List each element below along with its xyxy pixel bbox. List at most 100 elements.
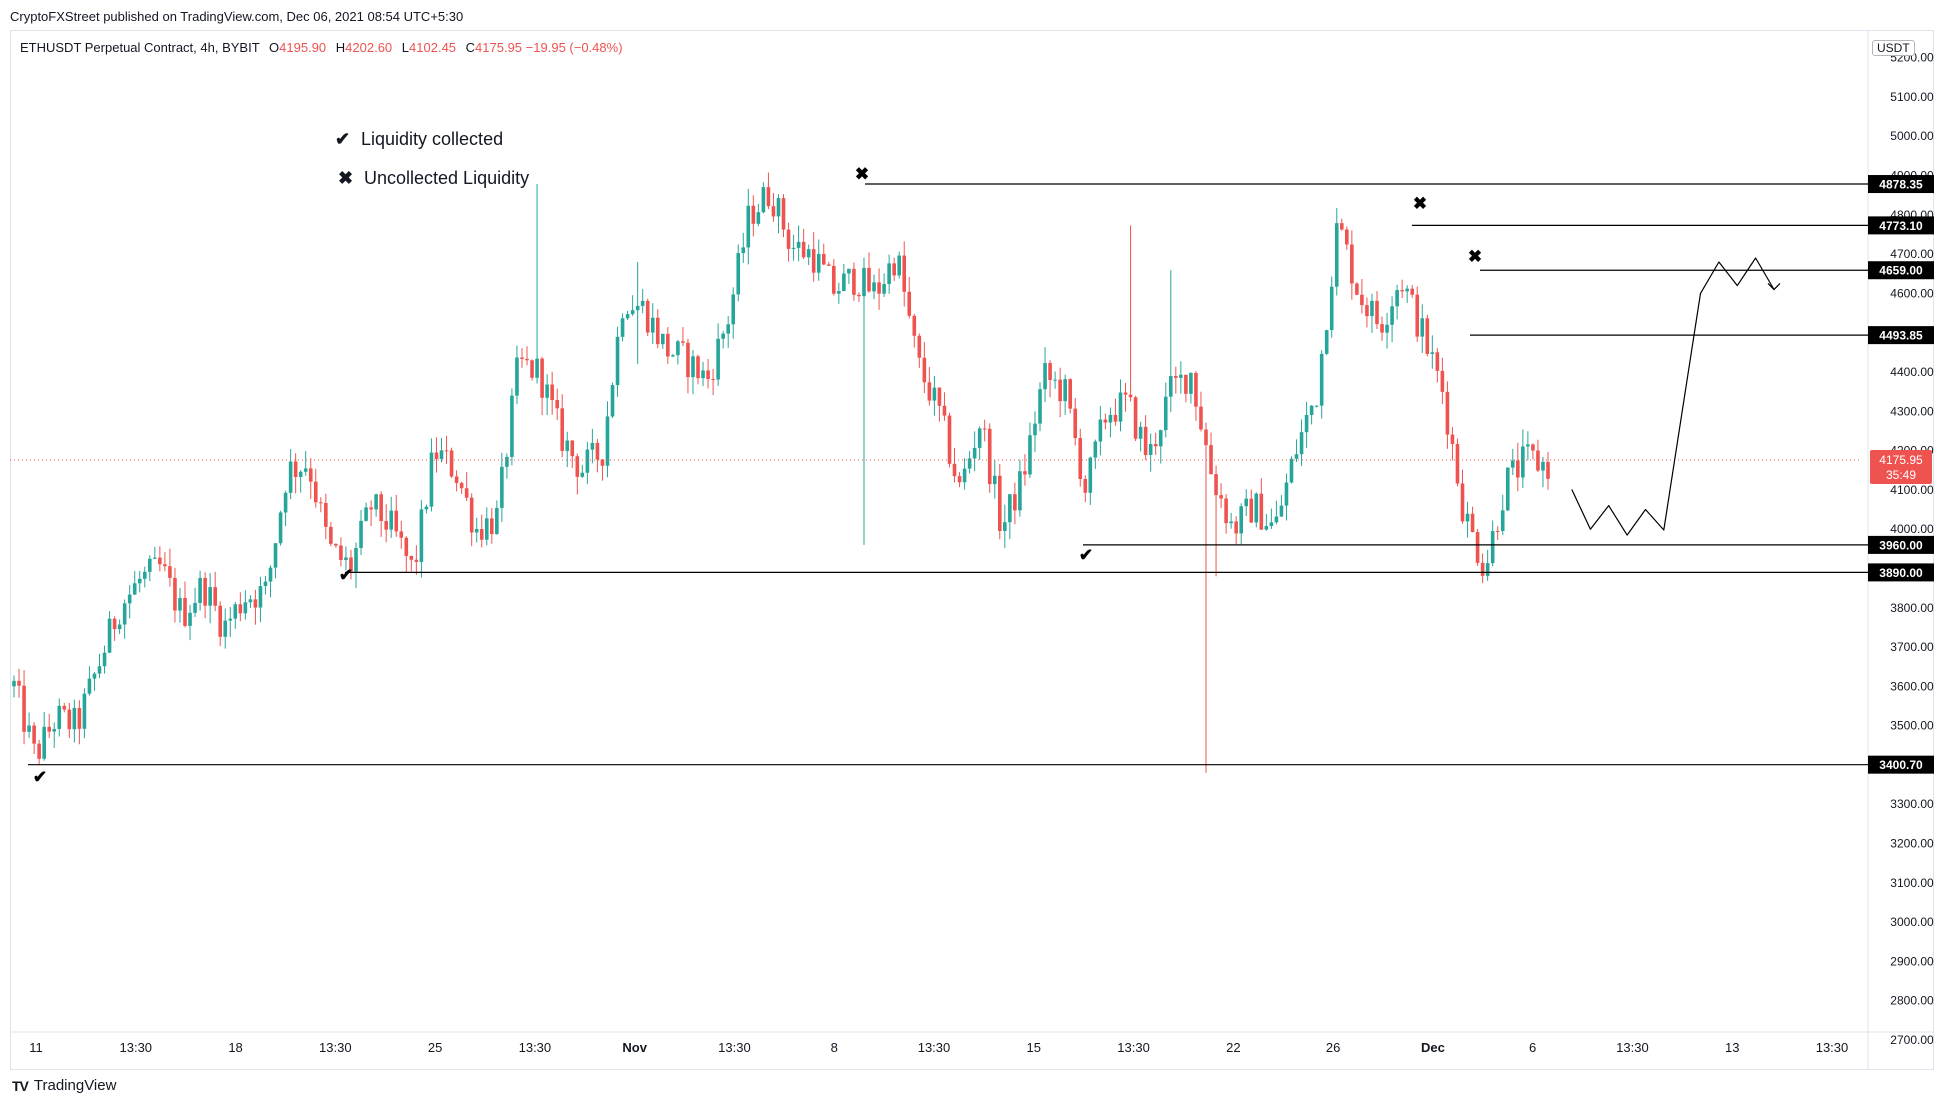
candle-body bbox=[344, 557, 348, 560]
candle-body bbox=[137, 578, 142, 584]
x-tick-label: 11 bbox=[29, 1040, 43, 1055]
candle-body bbox=[1003, 522, 1007, 532]
currency-button[interactable]: USDT bbox=[1872, 40, 1915, 56]
tradingview-logo[interactable]: TV TradingView bbox=[12, 1077, 116, 1094]
candle-body bbox=[208, 587, 212, 606]
candle-body bbox=[555, 399, 559, 409]
candle-body bbox=[997, 475, 1002, 532]
candle-body bbox=[847, 268, 851, 274]
level-price-badge bbox=[1868, 175, 1934, 194]
candle-body bbox=[1143, 426, 1148, 456]
check-icon: ✔ bbox=[335, 129, 351, 149]
candle-body bbox=[1103, 419, 1108, 423]
candle-body bbox=[1018, 471, 1022, 511]
x-tick-label: 13:30 bbox=[319, 1040, 352, 1055]
low-value: 4102.45 bbox=[409, 40, 457, 55]
candle-body bbox=[47, 726, 52, 732]
candle-body bbox=[37, 743, 41, 759]
candle-body bbox=[1329, 286, 1334, 331]
candle-body bbox=[640, 300, 645, 306]
candle-body bbox=[233, 604, 238, 619]
candle-body bbox=[117, 624, 122, 630]
candle-body bbox=[1093, 441, 1098, 458]
candle-body bbox=[168, 566, 172, 578]
low-label: L bbox=[401, 40, 410, 55]
candle-body bbox=[1395, 290, 1399, 307]
candle-body bbox=[1521, 446, 1525, 478]
candle-body bbox=[339, 545, 343, 560]
candle-body bbox=[811, 249, 816, 273]
candle-body bbox=[1008, 494, 1012, 523]
candle-body bbox=[967, 458, 972, 469]
candle-body bbox=[1133, 397, 1138, 439]
candle-body bbox=[258, 586, 263, 608]
candle-body bbox=[1249, 498, 1254, 523]
y-tick-label: 4600.00 bbox=[1890, 286, 1934, 300]
x-tick-label: Dec bbox=[1421, 1040, 1445, 1055]
candle-body bbox=[645, 300, 650, 333]
candle-body bbox=[459, 482, 464, 489]
candle-body bbox=[600, 459, 605, 466]
candle-body bbox=[394, 510, 399, 532]
candle-body bbox=[283, 492, 288, 513]
candle-body bbox=[982, 428, 987, 430]
candle-body bbox=[213, 587, 217, 606]
candle-body bbox=[319, 502, 323, 504]
candle-body bbox=[671, 355, 675, 357]
candle-body bbox=[977, 428, 982, 448]
symbol-header[interactable]: ETHUSDT Perpetual Contract, 4h, BYBIT O4… bbox=[20, 40, 623, 55]
candle-body bbox=[716, 338, 720, 380]
projection-path bbox=[1571, 257, 1775, 536]
candle-body bbox=[1199, 406, 1203, 430]
candle-body bbox=[1113, 414, 1118, 422]
candle-body bbox=[816, 253, 821, 273]
candle-body bbox=[278, 512, 283, 544]
candle-body bbox=[927, 382, 932, 401]
candle-body bbox=[1375, 300, 1379, 325]
candle-body bbox=[1345, 229, 1349, 245]
x-tick-label: 13:30 bbox=[120, 1040, 153, 1055]
candle-body bbox=[1168, 376, 1173, 397]
candle-body bbox=[625, 314, 630, 319]
candle-body bbox=[1058, 379, 1062, 402]
candle-body bbox=[1063, 379, 1067, 402]
candle-body bbox=[731, 294, 736, 325]
candle-body bbox=[1013, 494, 1017, 511]
candle-body bbox=[771, 206, 776, 217]
candle-body bbox=[505, 456, 509, 467]
candle-body bbox=[308, 468, 313, 482]
candle-body bbox=[263, 581, 268, 587]
candle-body bbox=[1108, 414, 1113, 423]
candle-body bbox=[696, 356, 700, 379]
y-tick-label: 3000.00 bbox=[1890, 915, 1934, 929]
candle-body bbox=[469, 497, 474, 533]
candle-body bbox=[324, 502, 328, 527]
candle-body bbox=[1400, 290, 1404, 292]
candle-body bbox=[1078, 438, 1083, 479]
candle-body bbox=[1209, 445, 1213, 475]
candle-body bbox=[72, 707, 77, 730]
candle-body bbox=[288, 461, 293, 493]
candle-body bbox=[1043, 363, 1047, 390]
candle-body bbox=[1304, 414, 1309, 433]
candle-body bbox=[957, 476, 962, 483]
candle-body bbox=[605, 416, 610, 466]
candle-body bbox=[434, 452, 439, 459]
candle-body bbox=[158, 557, 162, 565]
candle-body bbox=[962, 468, 967, 483]
candle-body bbox=[590, 442, 595, 450]
candle-body bbox=[1445, 391, 1450, 435]
close-label: C bbox=[465, 40, 476, 55]
x-tick-label: 25 bbox=[428, 1040, 442, 1055]
candle-body bbox=[87, 678, 92, 694]
x-tick-label: 13:30 bbox=[1117, 1040, 1150, 1055]
candle-body bbox=[1128, 394, 1133, 398]
candle-body bbox=[1244, 498, 1249, 507]
candle-body bbox=[1531, 444, 1535, 451]
candle-body bbox=[650, 317, 655, 333]
candle-body bbox=[147, 558, 152, 572]
candle-body bbox=[857, 294, 861, 297]
cross-icon: ✖ bbox=[1413, 194, 1427, 213]
candle-body bbox=[354, 547, 358, 572]
